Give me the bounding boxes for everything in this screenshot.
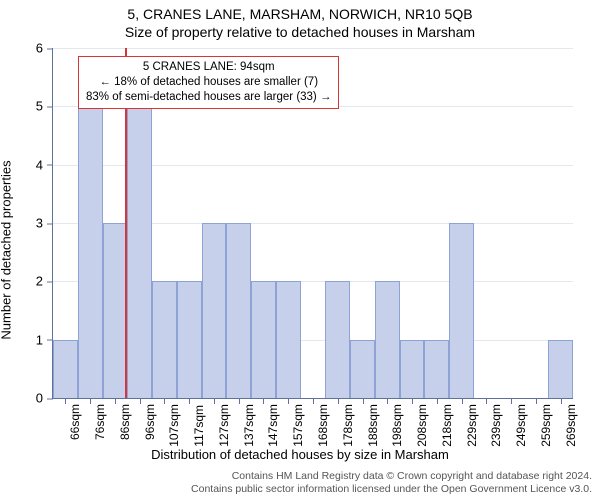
footer-credit: Contains HM Land Registry data © Crown c…: [191, 470, 592, 496]
annotation-line3: 83% of semi-detached houses are larger (…: [86, 90, 331, 105]
histogram-bar: [202, 223, 227, 398]
x-tick-mark: [387, 398, 388, 404]
x-tick-label: 178sqm: [341, 404, 355, 447]
y-tick-label: 3: [13, 216, 53, 231]
histogram-bar: [78, 106, 103, 398]
x-tick-label: 229sqm: [465, 404, 479, 447]
x-tick-mark: [313, 398, 314, 404]
footer-line1: Contains HM Land Registry data © Crown c…: [191, 470, 592, 483]
x-tick-mark: [363, 398, 364, 404]
x-tick-label: 66sqm: [68, 404, 82, 440]
x-tick-mark: [412, 398, 413, 404]
histogram-bar: [375, 281, 400, 398]
x-tick-label: 259sqm: [539, 404, 553, 447]
x-tick-mark: [462, 398, 463, 404]
x-tick-label: 76sqm: [93, 404, 107, 440]
chart-container: 5, CRANES LANE, MARSHAM, NORWICH, NR10 5…: [0, 0, 600, 500]
x-tick-label: 157sqm: [291, 404, 305, 447]
annotation-box: 5 CRANES LANE: 94sqm ← 18% of detached h…: [78, 56, 339, 109]
x-tick-mark: [214, 398, 215, 404]
histogram-bar: [127, 106, 152, 398]
gridline: [53, 48, 573, 49]
y-tick-label: 4: [13, 157, 53, 172]
x-tick-mark: [115, 398, 116, 404]
y-tick-label: 1: [13, 332, 53, 347]
x-tick-mark: [189, 398, 190, 404]
x-tick-mark: [164, 398, 165, 404]
x-tick-label: 198sqm: [390, 404, 404, 447]
annotation-line1: 5 CRANES LANE: 94sqm: [86, 60, 331, 75]
x-tick-mark: [338, 398, 339, 404]
x-tick-mark: [90, 398, 91, 404]
histogram-bar: [276, 281, 301, 398]
footer-line2: Contains public sector information licen…: [191, 483, 592, 496]
x-tick-label: 269sqm: [564, 404, 578, 447]
histogram-bar: [251, 281, 276, 398]
x-tick-label: 188sqm: [366, 404, 380, 447]
histogram-bar: [424, 340, 449, 398]
x-tick-mark: [65, 398, 66, 404]
x-tick-label: 96sqm: [143, 404, 157, 440]
annotation-line2: ← 18% of detached houses are smaller (7): [86, 75, 331, 90]
x-tick-label: 218sqm: [440, 404, 454, 447]
histogram-bar: [152, 281, 177, 398]
histogram-bar: [177, 281, 202, 398]
x-tick-mark: [263, 398, 264, 404]
x-tick-label: 137sqm: [242, 404, 256, 447]
x-tick-mark: [140, 398, 141, 404]
histogram-bar: [548, 340, 573, 398]
x-tick-mark: [437, 398, 438, 404]
histogram-bar: [400, 340, 425, 398]
x-tick-mark: [486, 398, 487, 404]
x-tick-label: 249sqm: [514, 404, 528, 447]
histogram-bar: [226, 223, 251, 398]
histogram-bar: [103, 223, 128, 398]
histogram-bar: [325, 281, 350, 398]
x-tick-mark: [536, 398, 537, 404]
y-tick-label: 6: [13, 41, 53, 56]
x-tick-mark: [511, 398, 512, 404]
x-tick-label: 107sqm: [167, 404, 181, 447]
x-tick-mark: [561, 398, 562, 404]
y-axis-label: Number of detached properties: [0, 71, 14, 250]
x-axis-label: Distribution of detached houses by size …: [0, 447, 600, 462]
x-tick-label: 117sqm: [192, 405, 206, 447]
y-tick-label: 5: [13, 99, 53, 114]
x-tick-mark: [288, 398, 289, 404]
chart-title-sub: Size of property relative to detached ho…: [0, 24, 600, 40]
x-tick-label: 208sqm: [415, 404, 429, 447]
x-tick-label: 86sqm: [118, 404, 132, 440]
y-tick-label: 0: [13, 391, 53, 406]
x-tick-label: 239sqm: [489, 404, 503, 447]
histogram-bar: [53, 340, 78, 398]
x-tick-label: 127sqm: [217, 404, 231, 447]
chart-title-main: 5, CRANES LANE, MARSHAM, NORWICH, NR10 5…: [0, 6, 600, 22]
x-tick-mark: [239, 398, 240, 404]
y-tick-label: 2: [13, 274, 53, 289]
x-tick-label: 147sqm: [266, 404, 280, 447]
histogram-bar: [449, 223, 474, 398]
histogram-bar: [350, 340, 375, 398]
x-tick-label: 168sqm: [316, 404, 330, 447]
